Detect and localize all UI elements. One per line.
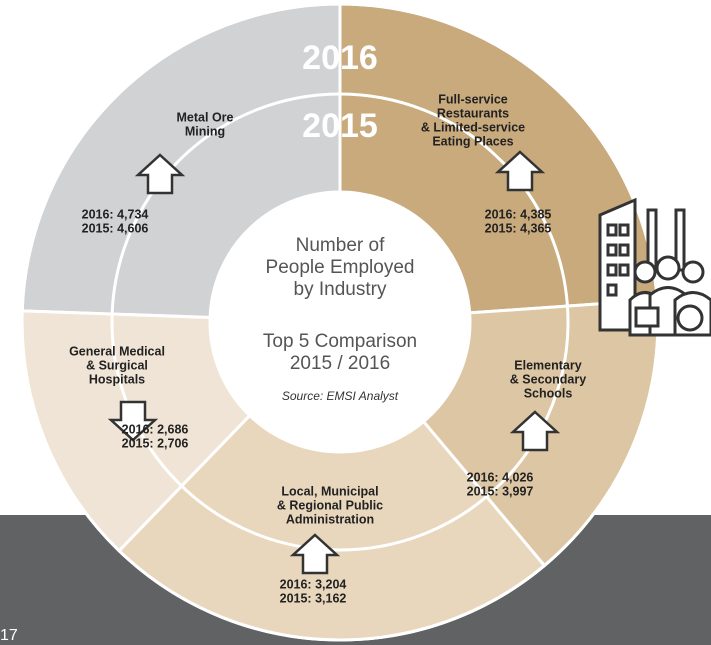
value-2015: 2015: 2,706 <box>122 436 189 450</box>
segment-label: Mining <box>185 124 225 138</box>
center-title: Number of <box>296 235 385 256</box>
center-title: People Employed <box>266 257 415 278</box>
segment-label: General Medical <box>69 344 165 358</box>
up-arrow <box>494 150 546 192</box>
value-2015: 2015: 4,365 <box>485 221 552 235</box>
segment-label: Schools <box>524 386 573 400</box>
segment-label: Metal Ore <box>177 110 234 124</box>
page-number: 17 <box>0 627 18 644</box>
year-divider <box>110 92 570 552</box>
up-arrow <box>509 410 561 452</box>
building-icon <box>598 197 711 337</box>
value-2015: 2015: 4,606 <box>82 221 149 235</box>
center-comparison: Top 5 Comparison <box>263 331 417 352</box>
segment-label: & Surgical <box>86 358 148 372</box>
value-2016: 2016: 4,734 <box>82 207 149 221</box>
value-2015: 2015: 3,997 <box>467 484 534 498</box>
ring-year: 2016 <box>302 39 378 77</box>
segment-label: Elementary <box>514 358 581 372</box>
segment-label: & Secondary <box>510 372 586 386</box>
segment-label: Administration <box>286 512 374 526</box>
center-comparison: 2015 / 2016 <box>290 353 390 374</box>
segment-label: Local, Municipal <box>281 484 378 498</box>
value-2016: 2016: 2,686 <box>122 422 189 436</box>
value-2015: 2015: 3,162 <box>280 591 347 605</box>
center-title: by Industry <box>294 279 387 300</box>
value-2016: 2016: 3,204 <box>280 577 347 591</box>
segment-label: Eating Places <box>432 134 513 148</box>
up-arrow <box>289 533 341 575</box>
up-arrow <box>134 153 186 195</box>
segment-label: Restaurants <box>437 106 509 120</box>
segment-label: & Regional Public <box>277 498 383 512</box>
segment-label: Hospitals <box>89 372 145 386</box>
value-2016: 2016: 4,026 <box>467 470 534 484</box>
segment-label: Full-service <box>438 92 508 106</box>
center-disc <box>210 192 470 452</box>
value-2016: 2016: 4,385 <box>485 207 552 221</box>
segment-label: & Limited-service <box>421 120 525 134</box>
down-arrow <box>107 400 159 442</box>
source: Source: EMSI Analyst <box>282 389 399 403</box>
ring-year: 2015 <box>302 107 378 145</box>
